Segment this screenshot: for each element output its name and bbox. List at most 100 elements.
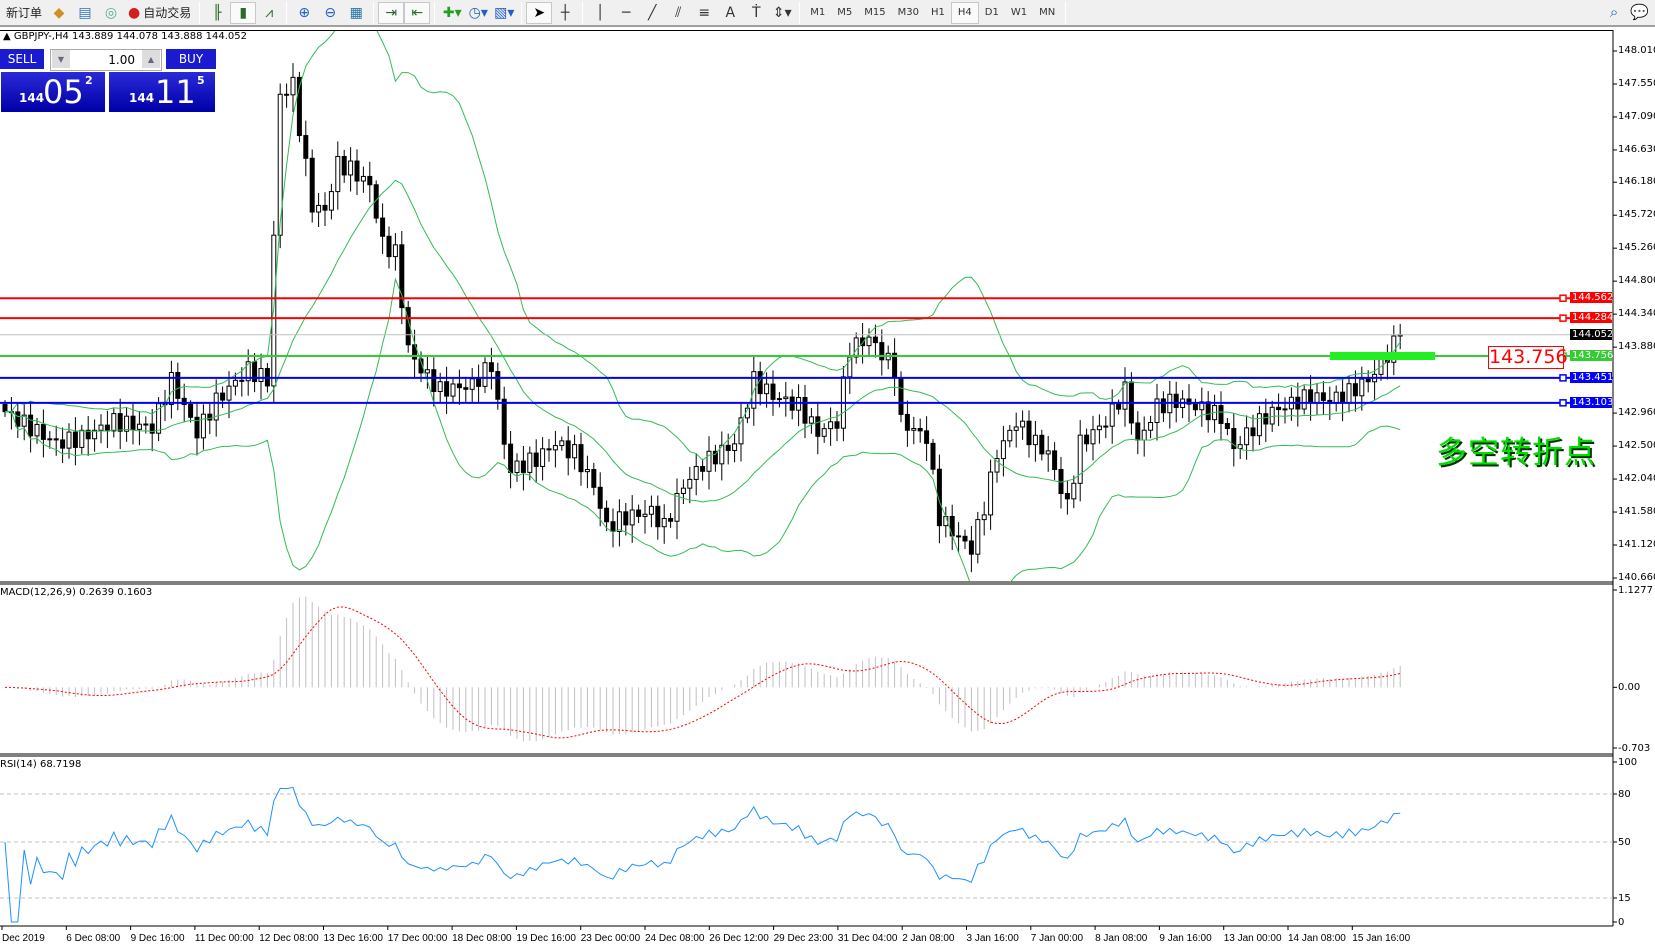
vertical-line-icon[interactable]: │ xyxy=(596,4,605,21)
market-watch-icon[interactable]: ▤ xyxy=(78,4,92,21)
chart-window[interactable] xyxy=(0,30,1613,925)
text-icon[interactable]: A xyxy=(725,4,736,21)
time-label: 14 Jan 08:00 xyxy=(1288,933,1346,944)
rsi-line xyxy=(4,786,1401,923)
bull-candle xyxy=(866,336,872,347)
sell-button[interactable]: SELL xyxy=(0,49,44,71)
bear-candle xyxy=(373,184,379,219)
price-tick-label: 146.630 xyxy=(1618,143,1655,155)
gold-bars-icon[interactable]: ◆ xyxy=(53,4,65,21)
bear-candle xyxy=(1218,405,1224,425)
candlestick-icon[interactable]: ▮ xyxy=(230,1,257,24)
zoom-in-icon[interactable]: ⊕ xyxy=(298,4,311,21)
bull-candle xyxy=(1301,389,1307,410)
price-line-label: 143.451 xyxy=(1570,371,1614,383)
time-label: 18 Dec 08:00 xyxy=(452,933,512,944)
bear-candle xyxy=(456,383,462,389)
signals-icon[interactable]: ◎ xyxy=(104,4,118,21)
auto-trading-button[interactable]: ● 自动交易 xyxy=(124,2,195,24)
bear-candle xyxy=(949,515,955,537)
bull-candle xyxy=(911,427,917,431)
time-label: 24 Dec 08:00 xyxy=(645,933,705,944)
bear-candle xyxy=(578,444,584,473)
rsi-tick-label: 0 xyxy=(1618,917,1625,928)
bull-candle xyxy=(1141,429,1147,441)
trendline-icon[interactable]: ╱ xyxy=(648,4,657,21)
lot-size-input[interactable]: 1.00 xyxy=(50,49,162,71)
bear-candle xyxy=(904,413,910,431)
timeframe-w1[interactable]: W1 xyxy=(1010,7,1028,18)
bull-candle xyxy=(572,444,578,459)
buy-price[interactable]: 144 11 5 xyxy=(108,71,216,113)
lot-increase-button[interactable]: ▲ xyxy=(142,50,160,68)
timeframe-mn[interactable]: MN xyxy=(1039,7,1056,18)
chart-shift-icon[interactable]: ⇤ xyxy=(404,1,431,24)
pivot-zone-bar xyxy=(1330,352,1435,361)
bar-chart-icon[interactable]: ╟ xyxy=(213,4,222,21)
horizontal-line-icon[interactable]: ─ xyxy=(622,4,631,21)
time-label: 17 Dec 00:00 xyxy=(387,933,448,944)
bull-candle xyxy=(828,421,834,430)
bear-candle xyxy=(879,342,885,361)
separator xyxy=(286,1,288,24)
bear-candle xyxy=(1116,403,1122,410)
auto-scroll-icon[interactable]: ⇥ xyxy=(378,1,405,24)
bull-candle xyxy=(642,513,648,517)
zoom-out-icon[interactable]: ⊖ xyxy=(324,4,337,21)
bear-candle xyxy=(1263,413,1269,425)
timeframe-d1[interactable]: D1 xyxy=(984,7,999,18)
timeframe-m30[interactable]: M30 xyxy=(897,7,919,18)
timeframe-h4[interactable]: H4 xyxy=(950,1,979,24)
new-order-button[interactable]: 新订单 xyxy=(6,6,43,20)
bull-candle xyxy=(732,443,738,451)
bear-candle xyxy=(725,444,731,451)
bull-candle xyxy=(527,452,533,473)
time-label: 12 Dec 08:00 xyxy=(259,933,319,944)
bear-candle xyxy=(1276,406,1282,411)
bear-candle xyxy=(533,452,539,467)
fibonacci-icon[interactable]: ⫽ xyxy=(675,4,682,21)
periods-icon[interactable]: ◷▾ xyxy=(468,4,488,21)
turning-point-annotation: 多空转折点 xyxy=(1436,435,1596,471)
sell-price[interactable]: 144 05 2 xyxy=(0,71,106,113)
bull-candle xyxy=(1256,413,1262,437)
crosshair-icon[interactable]: ┼ xyxy=(561,4,570,21)
bollinger-upper xyxy=(4,31,1401,461)
time-label: 11 Dec 00:00 xyxy=(194,933,254,944)
cursor-icon[interactable]: ➤ xyxy=(526,1,553,24)
chat-icon[interactable]: 💬 xyxy=(1630,3,1649,21)
time-label: 29 Dec 23:00 xyxy=(773,933,834,944)
line-chart-icon[interactable]: ⩘ xyxy=(265,4,274,21)
channel-icon[interactable]: ≡ xyxy=(698,4,711,21)
bull-candle xyxy=(168,371,174,405)
timeframe-m1[interactable]: M1 xyxy=(810,7,826,18)
bollinger-lower xyxy=(4,277,1401,582)
price-tick-label: 145.260 xyxy=(1618,242,1655,254)
bear-candle xyxy=(610,521,616,532)
arrows-icon[interactable]: ⇕▾ xyxy=(772,4,792,21)
price-tick-label: 147.550 xyxy=(1618,77,1655,89)
indicators-icon[interactable]: ✚▾ xyxy=(442,4,462,21)
bear-candle xyxy=(700,466,706,472)
bull-candle xyxy=(706,450,712,472)
tile-windows-icon[interactable]: ▦ xyxy=(349,4,363,21)
lot-decrease-button[interactable]: ▼ xyxy=(52,50,70,68)
bear-candle xyxy=(1340,391,1346,404)
bear-candle xyxy=(322,204,328,211)
bull-candle xyxy=(853,337,859,358)
bull-candle xyxy=(79,429,85,448)
price-tick-label: 146.180 xyxy=(1618,176,1655,188)
timeframe-m15[interactable]: M15 xyxy=(864,7,886,18)
text-label-icon[interactable]: Ṫ xyxy=(751,4,761,21)
bull-candle xyxy=(1077,434,1083,484)
templates-icon[interactable]: ▧▾ xyxy=(494,4,515,21)
bear-candle xyxy=(636,509,642,517)
search-icon[interactable]: ⌕ xyxy=(1609,3,1619,21)
timeframe-m5[interactable]: M5 xyxy=(837,7,853,18)
bull-candle xyxy=(796,397,802,411)
timeframe-h1[interactable]: H1 xyxy=(930,7,945,18)
line-anchor xyxy=(1559,294,1567,302)
bull-candle xyxy=(277,93,283,236)
buy-button[interactable]: BUY xyxy=(166,49,216,71)
